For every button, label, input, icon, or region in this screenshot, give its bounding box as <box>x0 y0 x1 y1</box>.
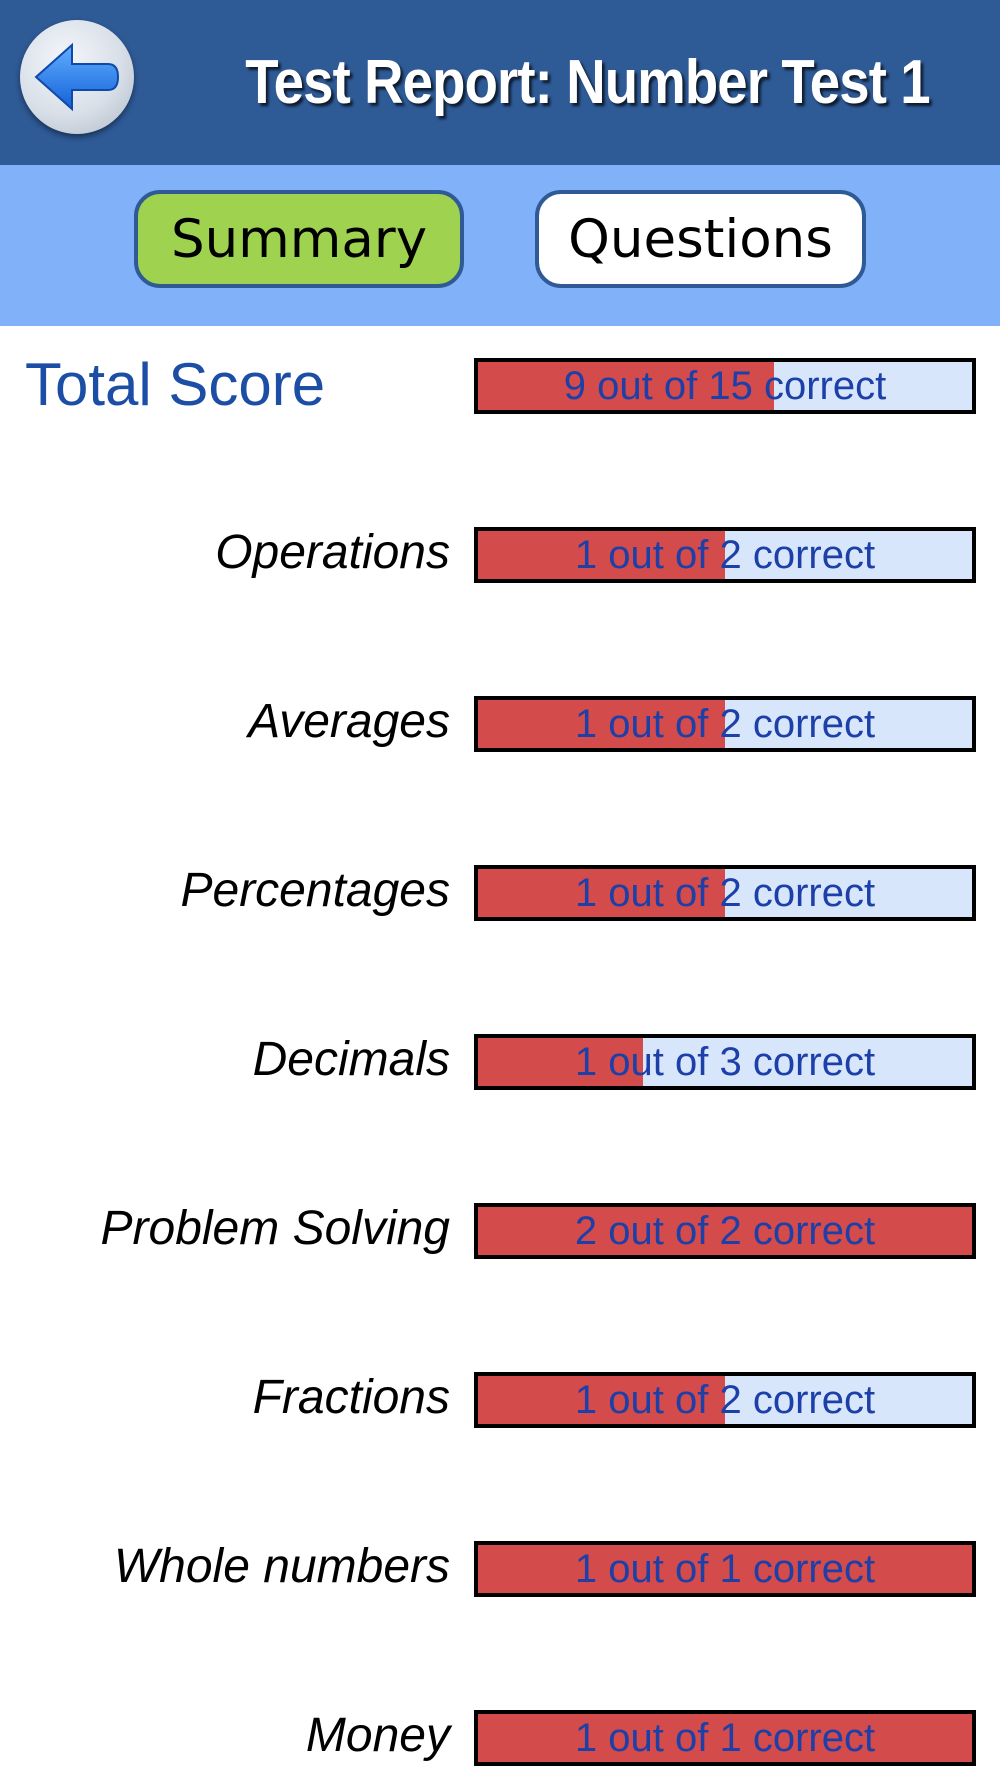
back-button[interactable] <box>20 20 134 134</box>
category-bar-operations: 1 out of 2 correct <box>474 527 976 583</box>
total-score-label: Total Score <box>25 351 326 418</box>
category-bar-money: 1 out of 1 correct <box>474 1710 976 1766</box>
total-score-fill <box>478 362 775 410</box>
category-fill-averages <box>478 700 725 748</box>
tab-bar: Summary Questions <box>0 165 1000 326</box>
category-label-fractions: Fractions <box>252 1371 450 1424</box>
category-score-text-decimals: 1 out of 3 correct <box>574 1039 876 1084</box>
header-bar: Test Report: Number Test 1 <box>0 0 1000 165</box>
category-label-operations: Operations <box>215 526 450 579</box>
category-bar-averages: 1 out of 2 correct <box>474 696 976 752</box>
page-title: Test Report: Number Test 1 <box>245 48 930 117</box>
total-score-text: 9 out of 15 correct <box>563 363 887 408</box>
category-fill-money <box>478 1714 972 1762</box>
category-label-decimals: Decimals <box>252 1033 450 1086</box>
category-bar-percentages: 1 out of 2 correct <box>474 865 976 921</box>
category-label-problem-solving: Problem Solving <box>100 1202 451 1255</box>
category-bar-whole-numbers: 1 out of 1 correct <box>474 1541 976 1597</box>
category-score-text-fractions: 1 out of 2 correct <box>574 1377 876 1422</box>
tab-questions[interactable]: Questions <box>535 190 866 288</box>
category-fill-whole-numbers <box>478 1545 972 1593</box>
category-fill-operations <box>478 531 725 579</box>
category-score-text-percentages: 1 out of 2 correct <box>574 870 876 915</box>
category-fill-percentages <box>478 869 725 917</box>
category-score-text-operations: 1 out of 2 correct <box>574 532 876 577</box>
category-label-averages: Averages <box>248 695 450 748</box>
category-bar-decimals: 1 out of 3 correct <box>474 1034 976 1090</box>
category-bar-fractions: 1 out of 2 correct <box>474 1372 976 1428</box>
back-arrow-icon <box>34 42 120 112</box>
category-label-money: Money <box>305 1709 450 1762</box>
total-score-bar: 9 out of 15 correct <box>474 358 976 414</box>
tab-summary[interactable]: Summary <box>134 190 464 288</box>
category-label-percentages: Percentages <box>180 864 450 917</box>
category-score-text-money: 1 out of 1 correct <box>574 1715 876 1760</box>
category-score-text-problem-solving: 2 out of 2 correct <box>574 1208 876 1253</box>
category-fill-problem-solving <box>478 1207 972 1255</box>
category-label-whole-numbers: Whole numbers <box>113 1540 450 1593</box>
category-bar-problem-solving: 2 out of 2 correct <box>474 1203 976 1259</box>
category-score-text-whole-numbers: 1 out of 1 correct <box>574 1546 876 1591</box>
category-fill-fractions <box>478 1376 725 1424</box>
category-score-text-averages: 1 out of 2 correct <box>574 701 876 746</box>
category-fill-decimals <box>478 1038 643 1086</box>
